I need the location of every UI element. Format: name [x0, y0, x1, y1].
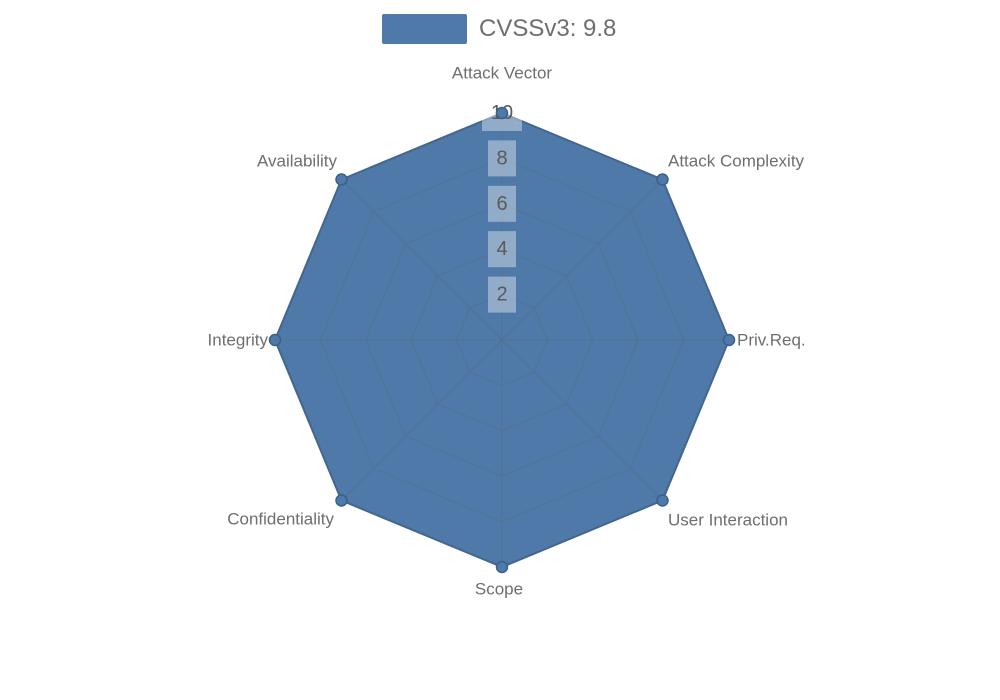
axis-label-user-interaction: User Interaction: [668, 511, 788, 530]
axis-label-scope: Scope: [475, 580, 523, 599]
tick-label: 2: [496, 284, 507, 306]
tick-label-box: [488, 231, 516, 268]
data-point: [495, 560, 509, 574]
data-point: [656, 494, 669, 507]
tick-label: 4: [496, 238, 507, 260]
tick-label: 8: [496, 147, 507, 169]
data-point: [656, 173, 669, 186]
tick-label-box: [488, 276, 516, 313]
tick-label-box: [488, 185, 516, 222]
axis-label-availability: Availability: [257, 152, 338, 171]
axis-label-confidentiality: Confidentiality: [227, 510, 334, 529]
data-point: [335, 173, 348, 186]
data-point: [268, 333, 282, 347]
grid-ring: [456, 294, 548, 386]
legend-label: CVSSv3: 9.8: [479, 15, 617, 42]
legend[interactable]: CVSSv3: 9.8: [382, 14, 616, 44]
tick-label-box: [488, 140, 516, 177]
axis-label-attack-vector: Attack Vector: [452, 64, 552, 83]
axis-label-priv-req: Priv.Req.: [737, 331, 806, 350]
data-point: [495, 106, 509, 120]
grid-spoke: [501, 179, 663, 341]
tick-label: 6: [496, 193, 507, 215]
grid-spoke: [341, 179, 503, 341]
grid-ring: [319, 157, 685, 523]
legend-swatch: [382, 14, 467, 44]
grid-spoke: [341, 339, 503, 501]
data-point: [722, 333, 736, 347]
axis-label-attack-complexity: Attack Complexity: [668, 152, 805, 171]
data-point: [335, 494, 348, 507]
axis-label-integrity: Integrity: [208, 331, 269, 350]
grid-ring: [365, 203, 639, 477]
grid-ring: [410, 248, 594, 432]
grid-spoke: [501, 339, 663, 501]
